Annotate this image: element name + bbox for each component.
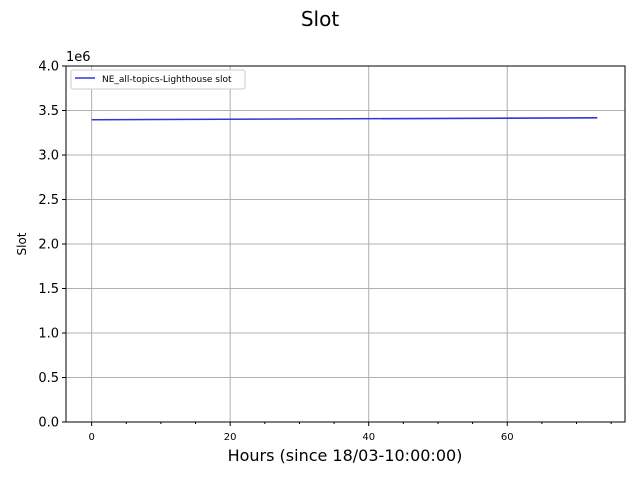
y-tick-label: 0.5 xyxy=(38,371,59,386)
y-tick-label: 2.5 xyxy=(38,193,59,208)
y-axis-label: Slot xyxy=(15,232,29,255)
x-tick-label: 0 xyxy=(88,432,94,443)
x-tick-label: 20 xyxy=(224,432,237,443)
y-tick-label: 3.0 xyxy=(38,149,59,164)
y-tick-label: 0.0 xyxy=(38,416,59,431)
x-tick-label: 60 xyxy=(501,432,514,443)
y-tick-label: 4.0 xyxy=(38,60,59,75)
x-tick-label: 40 xyxy=(362,432,375,443)
series-layer xyxy=(91,117,598,121)
ticks: 0 20 40 60 0.0 0.5 1.0 1.5 2.0 2.5 3.0 3.5 4.0 xyxy=(38,60,612,443)
y-tick-label: 2.0 xyxy=(38,238,59,253)
chart-title: Slot xyxy=(301,7,339,31)
legend-entry: NE_all-topics-Lighthouse slot xyxy=(102,75,232,85)
legend: NE_all-topics-Lighthouse slot xyxy=(70,69,246,90)
y-offset-label: 1e6 xyxy=(66,50,91,65)
legend-box xyxy=(70,69,246,90)
y-tick-label: 1.0 xyxy=(38,327,59,342)
y-tick-label: 3.5 xyxy=(38,104,59,119)
series-line xyxy=(91,117,598,121)
y-tick-label: 1.5 xyxy=(38,282,59,297)
x-axis-label: Hours (since 18/03-10:00:00) xyxy=(228,446,463,465)
grid xyxy=(66,65,625,423)
